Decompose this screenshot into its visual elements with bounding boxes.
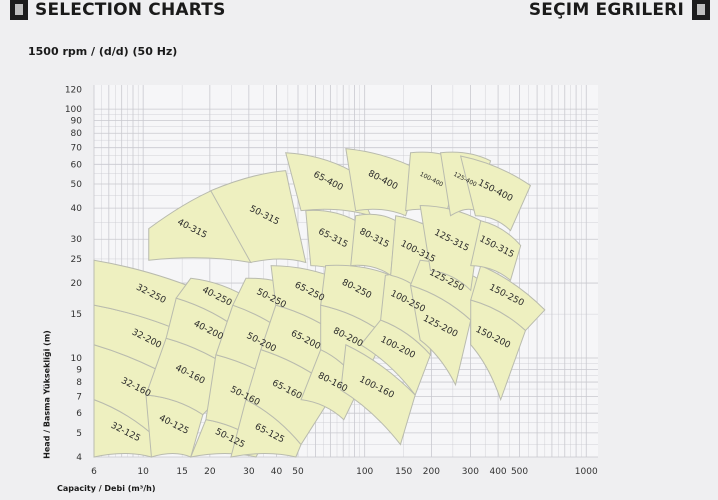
y-tick-label: 15 bbox=[71, 310, 82, 320]
pump-region-150-400 bbox=[459, 155, 532, 232]
y-tick-label: 30 bbox=[71, 235, 83, 245]
y-tick-label: 50 bbox=[71, 180, 83, 190]
x-tick-label: 10 bbox=[137, 467, 149, 477]
y-tick-label: 20 bbox=[71, 279, 83, 289]
y-tick-label: 40 bbox=[71, 204, 83, 214]
y-tick-label: 6 bbox=[76, 409, 82, 419]
x-tick-label: 6 bbox=[91, 467, 97, 477]
x-tick-label: 20 bbox=[204, 467, 216, 477]
y-tick-label: 4 bbox=[76, 453, 82, 463]
notebook-icon bbox=[10, 0, 28, 20]
pump-region-100-160 bbox=[340, 344, 416, 446]
y-tick-label: 70 bbox=[71, 144, 83, 154]
chart-title: 1500 rpm / (d/d) (50 Hz) bbox=[28, 45, 178, 58]
pump-region-150-250 bbox=[470, 264, 546, 332]
y-tick-label: 5 bbox=[76, 429, 82, 439]
pump-region-150-315 bbox=[470, 220, 522, 282]
y-tick-label: 9 bbox=[76, 365, 82, 375]
y-tick-label: 100 bbox=[65, 105, 82, 115]
pump-region-50-315 bbox=[210, 170, 307, 264]
x-tick-label: 500 bbox=[511, 467, 528, 477]
x-tick-label: 400 bbox=[489, 467, 506, 477]
x-tick-label: 200 bbox=[423, 467, 440, 477]
x-tick-label: 50 bbox=[292, 467, 304, 477]
y-tick-label: 10 bbox=[71, 354, 83, 364]
y-tick-label: 25 bbox=[71, 255, 82, 265]
y-tick-label: 8 bbox=[76, 378, 82, 388]
x-tick-label: 30 bbox=[243, 467, 255, 477]
x-tick-label: 150 bbox=[395, 467, 412, 477]
y-tick-label: 80 bbox=[71, 129, 83, 139]
x-tick-label: 40 bbox=[271, 467, 283, 477]
x-tick-label: 300 bbox=[462, 467, 479, 477]
pump-region-125-315 bbox=[419, 204, 482, 292]
y-tick-label: 60 bbox=[71, 160, 83, 170]
y-tick-label: 120 bbox=[65, 85, 82, 95]
page-title-left: SELECTION CHARTS bbox=[35, 0, 226, 20]
x-tick-label: 1000 bbox=[575, 467, 598, 477]
x-tick-label: 15 bbox=[176, 467, 187, 477]
x-tick-label: 100 bbox=[356, 467, 373, 477]
page-title-right: SEÇIM EGRILERI bbox=[528, 0, 684, 20]
x-axis-label: Capacity / Debi (m³/h) bbox=[57, 484, 156, 493]
y-tick-label: 7 bbox=[76, 393, 82, 403]
y-tick-label: 90 bbox=[71, 117, 83, 127]
notebook-icon bbox=[692, 0, 710, 20]
